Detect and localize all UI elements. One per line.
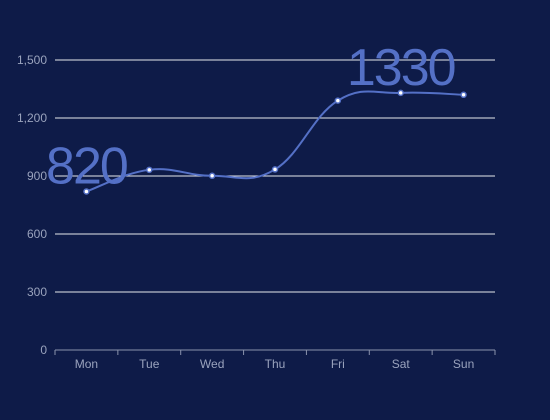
- x-tick-label: Fri: [331, 357, 345, 371]
- x-axis: Mon Tue Wed Thu Fri Sat Sun: [54, 349, 496, 371]
- annotation-label: 1330: [347, 39, 455, 97]
- annotations: 820 1330: [46, 39, 457, 196]
- x-tick-label: Thu: [265, 357, 286, 371]
- data-point: [460, 91, 467, 99]
- y-tick-label: 1,200: [17, 111, 47, 125]
- data-point: [208, 172, 216, 180]
- grid: [55, 59, 495, 293]
- y-tick-label: 0: [40, 343, 47, 357]
- x-tick-label: Sat: [392, 357, 411, 371]
- data-point: [83, 188, 90, 195]
- data-point: [271, 166, 279, 173]
- x-tick-label: Tue: [139, 357, 160, 371]
- y-axis-ticks: 0 300 600 900 1,200 1,500: [17, 53, 47, 357]
- x-tick-label: Wed: [200, 357, 224, 371]
- data-points: [83, 89, 467, 195]
- data-point: [146, 166, 153, 174]
- y-tick-label: 900: [27, 169, 47, 183]
- y-tick-label: 600: [27, 227, 47, 241]
- x-tick-label: Sun: [453, 357, 474, 371]
- x-tick-label: Mon: [75, 357, 98, 371]
- y-tick-label: 300: [27, 285, 47, 299]
- y-tick-label: 1,500: [17, 53, 47, 67]
- data-point: [334, 97, 342, 104]
- data-point: [397, 89, 404, 97]
- annotation-label: 820: [46, 137, 127, 195]
